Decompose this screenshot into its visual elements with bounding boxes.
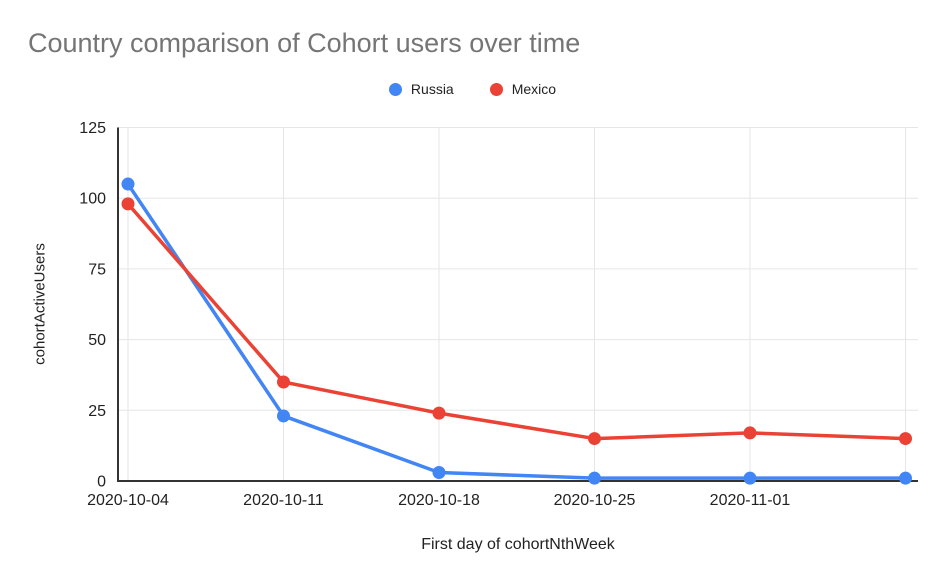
data-point-mexico-4[interactable] [743, 426, 757, 440]
y-axis-title: cohortActiveUsers [31, 243, 49, 365]
series-line-mexico [126, 202, 908, 441]
legend-label-mexico: Mexico [511, 81, 557, 97]
x-axis-title: First day of cohortNthWeek [421, 536, 615, 553]
y-tick-label: 0 [97, 474, 106, 491]
data-point-mexico-3[interactable] [588, 432, 601, 446]
legend-item-russia: Russia [388, 81, 454, 97]
x-tick-label: 2020-10-11 [243, 492, 324, 509]
x-tick-label: 2020-10-25 [554, 492, 636, 509]
data-point-russia-2[interactable] [432, 466, 446, 480]
data-point-mexico-2[interactable] [432, 406, 446, 420]
x-tick-label: 2020-10-04 [87, 492, 169, 509]
y-tick-label: 75 [88, 261, 106, 278]
data-point-russia-5[interactable] [899, 471, 912, 485]
y-tick-label: 25 [88, 403, 106, 420]
data-point-russia-0[interactable] [121, 177, 135, 191]
y-tick-label: 100 [79, 191, 106, 208]
legend-label-russia: Russia [410, 81, 454, 97]
chart-title: Country comparison of Cohort users over … [28, 28, 581, 58]
data-point-russia-3[interactable] [588, 471, 601, 485]
y-tick-label: 50 [88, 332, 106, 349]
data-point-russia-1[interactable] [277, 409, 290, 423]
chart-legend: Russia Mexico [0, 78, 945, 100]
y-tick-label: 125 [79, 120, 106, 137]
data-point-mexico-0[interactable] [121, 197, 135, 211]
data-point-mexico-5[interactable] [899, 432, 912, 446]
x-tick-label: 2020-11-01 [710, 492, 791, 509]
data-point-mexico-1[interactable] [277, 375, 290, 389]
legend-dot-mexico [489, 82, 503, 96]
series-line-russia [126, 182, 908, 480]
legend-item-mexico: Mexico [489, 81, 557, 97]
legend-dot-russia [388, 82, 402, 96]
data-point-russia-4[interactable] [743, 471, 757, 485]
x-tick-label: 2020-10-18 [398, 492, 480, 509]
